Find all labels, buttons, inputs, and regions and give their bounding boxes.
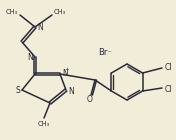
Text: CH₃: CH₃	[54, 9, 66, 15]
Text: S: S	[15, 86, 20, 94]
Text: +: +	[64, 67, 69, 72]
Text: Br⁻: Br⁻	[98, 47, 112, 57]
Text: N: N	[68, 87, 74, 95]
Text: O: O	[87, 95, 93, 104]
Text: N: N	[62, 68, 68, 78]
Text: Cl: Cl	[165, 62, 172, 72]
Text: N: N	[27, 52, 33, 61]
Text: Cl: Cl	[165, 85, 172, 94]
Text: N: N	[37, 23, 43, 32]
Text: CH₃: CH₃	[38, 121, 50, 127]
Text: CH₃: CH₃	[6, 9, 18, 15]
